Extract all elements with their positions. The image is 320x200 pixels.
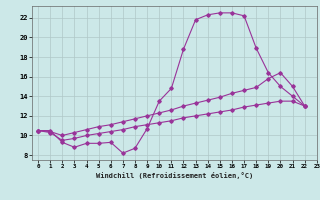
X-axis label: Windchill (Refroidissement éolien,°C): Windchill (Refroidissement éolien,°C) <box>96 172 253 179</box>
